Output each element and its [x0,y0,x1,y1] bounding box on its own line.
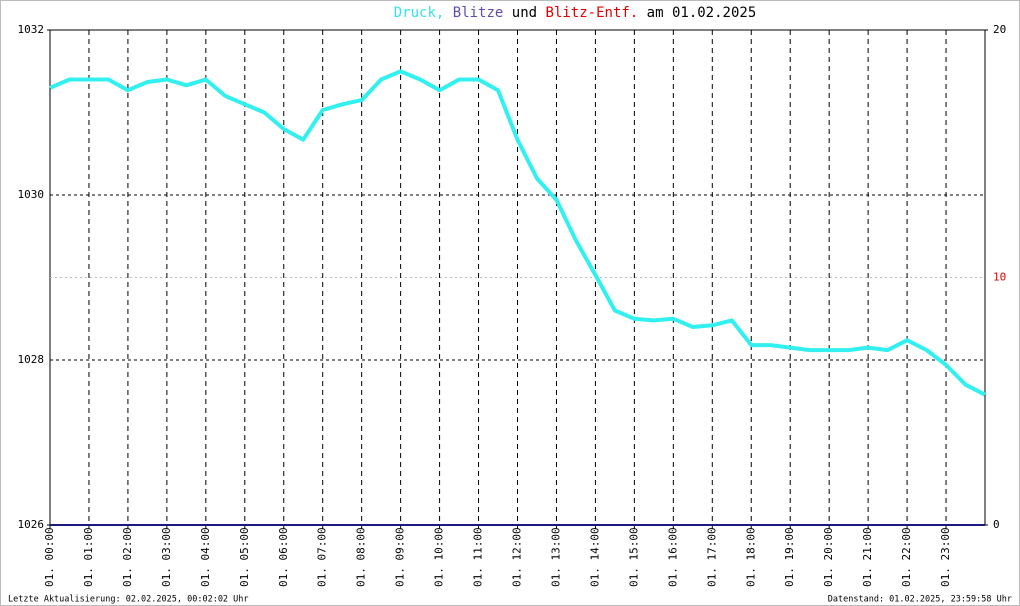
footer-left: Letzte Aktualisierung: 02.02.2025, 00:02… [8,595,249,605]
y-tick-label: 1026 [18,518,45,531]
x-tick-label: 01. 00:00 [43,527,56,587]
x-tick-label: 01. 19:00 [783,527,796,587]
x-tick-label: 01. 15:00 [627,527,640,587]
series-line [49,69,986,397]
title-part: und [512,5,537,21]
title-part: Blitz-Entf. [546,5,639,21]
x-tick-label: 01. 13:00 [549,527,562,587]
x-tick-label: 01. 07:00 [316,527,329,587]
x-tick-label: 01. 17:00 [705,527,718,587]
x-tick-label: 01. 10:00 [433,527,446,587]
x-tick-label: 01. 11:00 [472,527,485,587]
title-part: Druck, [394,5,445,21]
x-tick-label: 01. 23:00 [939,527,952,587]
x-tick-label: 01. 03:00 [160,527,173,587]
y-tick-label: 1032 [18,23,45,36]
x-tick-label: 01. 22:00 [900,527,913,587]
x-tick-label: 01. 21:00 [861,527,874,587]
x-tick-label: 01. 05:00 [238,527,251,587]
title-part: Blitze [453,5,504,21]
x-tick-label: 01. 18:00 [744,527,757,587]
y2-tick-label: 10 [993,271,1006,284]
x-tick-label: 01. 06:00 [277,527,290,587]
x-tick-label: 01. 01:00 [82,527,95,587]
y-tick-label: 1030 [18,188,45,201]
chart-title: Druck, Blitze und Blitz-Entf. am 01.02.2… [394,5,757,21]
y-tick-label: 1028 [18,353,45,366]
x-tick-label: 01. 08:00 [355,527,368,587]
footer-right: Datenstand: 01.02.2025, 23:59:58 Uhr [828,595,1012,605]
y2-tick-label: 20 [993,23,1006,36]
x-tick-label: 01. 04:00 [199,527,212,587]
title-part: am 01.02.2025 [647,5,757,21]
y2-tick-label: 0 [993,518,1000,531]
x-tick-label: 01. 09:00 [394,527,407,587]
x-tick-label: 01. 20:00 [822,527,835,587]
x-tick-label: 01. 02:00 [121,527,134,587]
x-tick-label: 01. 16:00 [666,527,679,587]
x-tick-label: 01. 12:00 [511,527,524,587]
x-tick-label: 01. 14:00 [588,527,601,587]
